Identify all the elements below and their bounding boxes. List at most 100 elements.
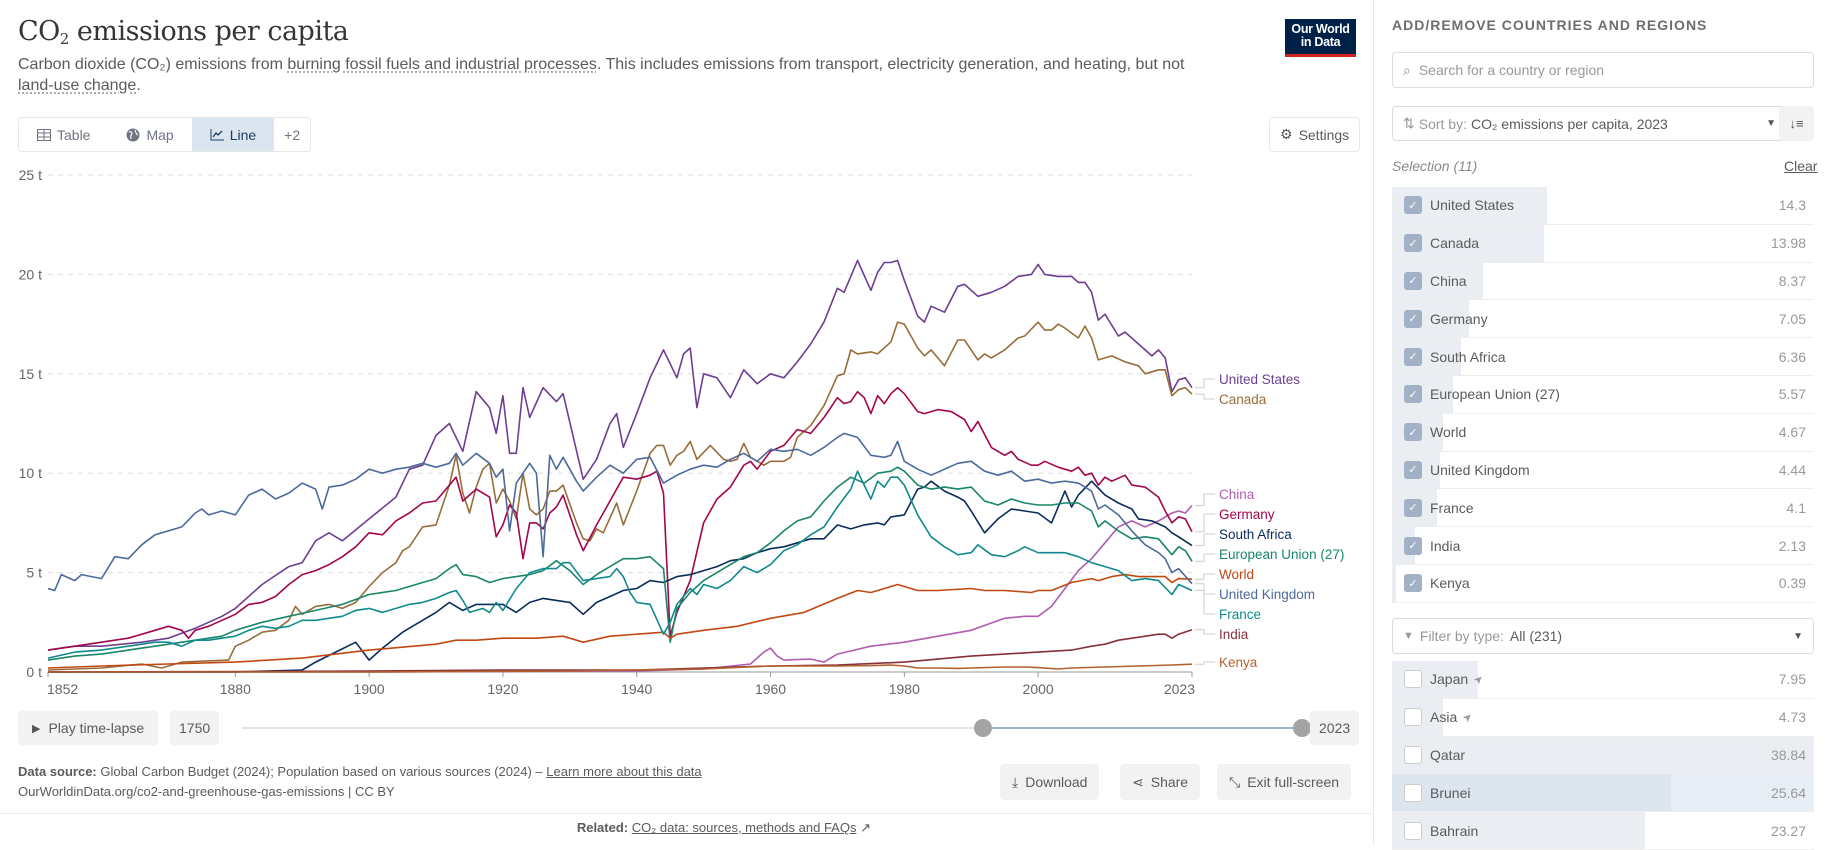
checkbox[interactable]: [1404, 783, 1422, 802]
list-item[interactable]: ✓ World 4.67: [1392, 413, 1814, 452]
checkbox[interactable]: ✓: [1404, 574, 1422, 593]
series-line-france: [47, 470, 1193, 659]
checkbox[interactable]: [1404, 708, 1422, 727]
checkbox[interactable]: ✓: [1404, 536, 1422, 555]
search-input[interactable]: ⌕ Search for a country or region: [1392, 52, 1814, 88]
fossil-fuels-link[interactable]: burning fossil fuels and industrial proc…: [287, 56, 597, 73]
sort-value: CO₂ emissions per capita, 2023: [1470, 115, 1668, 132]
list-item[interactable]: ✓ Canada 13.98: [1392, 224, 1814, 263]
checkbox[interactable]: ✓: [1404, 234, 1422, 253]
start-year-box[interactable]: 1750: [170, 711, 220, 745]
list-item[interactable]: ✓ Kenya 0.39: [1392, 564, 1814, 603]
chart-title: CO2 emissions per capita: [18, 16, 349, 48]
download-button[interactable]: ⤓ Download: [1000, 764, 1100, 800]
list-item[interactable]: Bahrain 23.27: [1392, 812, 1814, 850]
land-use-link[interactable]: land-use change: [18, 77, 137, 94]
x-tick-label: 1900: [354, 681, 385, 697]
selection-count: Selection (11): [1392, 158, 1478, 174]
y-tick-label: 25 t: [19, 167, 42, 183]
list-item[interactable]: Qatar 38.84: [1392, 736, 1814, 775]
list-item[interactable]: ✓ South Africa 6.36: [1392, 338, 1814, 376]
entity-name: Canada: [1430, 235, 1480, 252]
tab-map[interactable]: Map: [108, 118, 191, 151]
x-tick-label: 1852: [47, 681, 78, 697]
panel-title: ADD/REMOVE COUNTRIES AND REGIONS: [1392, 17, 1708, 33]
timeline-end-handle[interactable]: [1293, 719, 1311, 737]
filter-type-dropdown[interactable]: ▼ Filter by type: All (231) ▼: [1392, 618, 1814, 654]
label-connector: [1195, 590, 1215, 615]
footer-divider: [0, 813, 1374, 814]
checkbox[interactable]: ✓: [1404, 460, 1422, 479]
table-icon: [37, 128, 51, 141]
entity-name: United States: [1430, 197, 1515, 214]
series-label-india: India: [1219, 627, 1249, 642]
entity-name: Bahrain: [1430, 822, 1479, 839]
list-item[interactable]: ✓ India 2.13: [1392, 527, 1814, 565]
entity-value: 23.27: [1770, 822, 1806, 839]
entity-value: 13.98: [1770, 235, 1806, 252]
tab-table[interactable]: Table: [19, 118, 108, 151]
source-url[interactable]: OurWorldinData.org/co2-and-greenhouse-ga…: [18, 784, 395, 799]
value-bar: [1392, 338, 1462, 375]
value-bar: [1392, 774, 1671, 812]
tab-line[interactable]: Line: [191, 118, 275, 151]
share-button[interactable]: ⋖ Share: [1120, 764, 1201, 800]
list-item[interactable]: ✓ Germany 7.05: [1392, 300, 1814, 339]
exit-fullscreen-label: Exit full-screen: [1247, 774, 1340, 790]
series-line-china: [48, 505, 1193, 673]
related-link[interactable]: CO₂ data: sources, methods and FAQs: [631, 820, 857, 835]
list-item[interactable]: Asia ➤ 4.73: [1392, 698, 1814, 737]
list-item[interactable]: ✓ United Kingdom 4.44: [1392, 451, 1814, 490]
tab-map-label: Map: [146, 126, 174, 143]
checkbox[interactable]: ✓: [1404, 347, 1422, 366]
checkbox[interactable]: ✓: [1404, 309, 1422, 328]
list-item[interactable]: ✓ United States 14.3: [1392, 187, 1814, 225]
entity-value: 7.05: [1778, 310, 1806, 327]
checkbox[interactable]: ✓: [1404, 271, 1422, 290]
timeline-start-handle[interactable]: [973, 719, 992, 737]
checkbox[interactable]: ✓: [1404, 385, 1422, 404]
related-link-row: Related: CO₂ data: sources, methods and …: [577, 820, 871, 836]
checkbox[interactable]: ✓: [1404, 423, 1422, 442]
y-tick-label: 10 t: [19, 465, 42, 481]
series-line-world: [47, 573, 1193, 669]
series-line-european-union-27-: [47, 466, 1193, 661]
checkbox[interactable]: ✓: [1404, 196, 1422, 215]
timeline-track[interactable]: [242, 727, 1302, 729]
series-label-france: France: [1219, 607, 1261, 622]
label-connector: [1195, 573, 1215, 580]
entity-selector-panel: ADD/REMOVE COUNTRIES AND REGIONS ⌕ Searc…: [1375, 0, 1832, 850]
end-year-box[interactable]: 2023: [1310, 711, 1360, 745]
globe-icon: [126, 128, 140, 141]
series-label-south-africa: South Africa: [1219, 527, 1292, 542]
external-link-icon: ↗: [860, 820, 871, 835]
learn-more-link[interactable]: Learn more about this data: [546, 764, 702, 779]
settings-label: Settings: [1298, 126, 1350, 143]
chevron-down-icon: ▼: [1793, 630, 1803, 642]
download-icon: ⤓: [1012, 773, 1019, 790]
sort-direction-button[interactable]: ↓≡: [1779, 106, 1814, 141]
entity-name: Qatar: [1430, 746, 1466, 763]
owid-logo[interactable]: Our World in Data: [1285, 19, 1356, 57]
sort-dropdown[interactable]: ⇅ Sort by: CO₂ emissions per capita, 202…: [1392, 106, 1787, 141]
exit-fullscreen-button[interactable]: ⤡ Exit full-screen: [1217, 764, 1352, 800]
clear-selection-button[interactable]: Clear: [1784, 158, 1818, 174]
list-item[interactable]: Japan ➤ 7.95: [1392, 661, 1814, 699]
checkbox[interactable]: [1404, 670, 1422, 689]
chart-frame: CO2 emissions per capita Carbon dioxide …: [0, 0, 1374, 845]
entity-value: 14.3: [1778, 197, 1806, 214]
list-item[interactable]: Brunei 25.64: [1392, 774, 1814, 813]
play-timelapse-button[interactable]: ▶ Play time-lapse: [18, 711, 159, 745]
checkbox[interactable]: ✓: [1404, 498, 1422, 517]
filter-value: All (231): [1509, 628, 1563, 644]
tab-more[interactable]: +2: [274, 118, 310, 151]
checkbox[interactable]: [1404, 745, 1422, 764]
checkbox[interactable]: [1404, 821, 1422, 840]
timeline-selected-range[interactable]: [982, 727, 1302, 729]
list-item[interactable]: ✓ France 4.1: [1392, 489, 1814, 528]
entity-name: China: [1430, 272, 1467, 289]
list-item[interactable]: ✓ China 8.37: [1392, 262, 1814, 301]
settings-button[interactable]: ⚙ Settings: [1269, 117, 1361, 152]
list-item[interactable]: ✓ European Union (27) 5.57: [1392, 375, 1814, 414]
x-tick-label: 2023: [1164, 681, 1195, 697]
